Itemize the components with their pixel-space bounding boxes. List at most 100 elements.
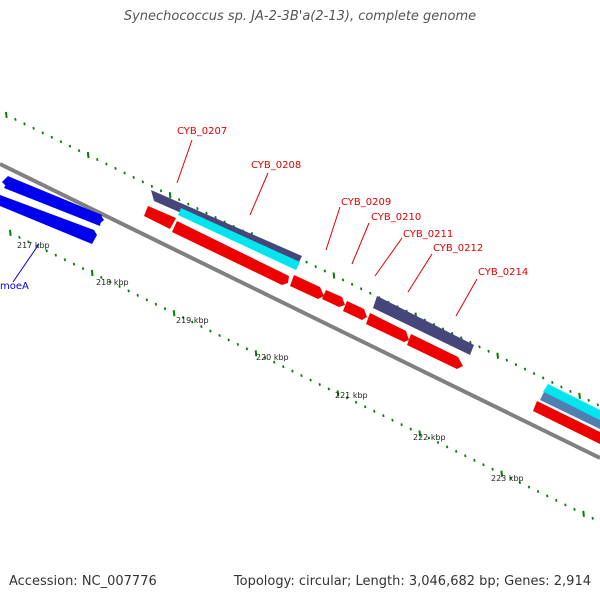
tick-mark (291, 369, 294, 373)
leader-line (455, 278, 478, 317)
tick-mark (68, 144, 72, 148)
tick-mark (309, 378, 312, 382)
tick-mark (360, 287, 363, 291)
tick-mark (560, 385, 563, 389)
tick-mark (500, 470, 503, 477)
gene-label-cyb-0207[interactable]: CYB_0207 (177, 126, 227, 137)
tick-mark (209, 329, 212, 333)
tick-mark (578, 392, 581, 399)
tick-mark (318, 383, 321, 386)
gene-label-cyb-0212[interactable]: CYB_0212 (433, 243, 483, 254)
gene-feature-red-8[interactable] (533, 401, 600, 444)
gene-feature-red-3[interactable] (290, 275, 324, 299)
tick-mark (445, 445, 449, 449)
tick-mark (514, 363, 518, 367)
gene-features[interactable] (0, 176, 600, 444)
tick-mark (96, 158, 99, 161)
tick-mark (564, 503, 567, 507)
tick-mark (409, 427, 412, 431)
tick-mark (436, 441, 440, 444)
gene-feature-red-5[interactable] (343, 301, 367, 320)
tick-mark (90, 269, 94, 277)
tick-mark (218, 333, 221, 337)
gene-feature-steel-1[interactable] (540, 392, 600, 429)
gene-feature-red-2[interactable] (172, 221, 289, 285)
tick-mark (509, 476, 512, 480)
tick-mark (496, 352, 499, 359)
tick-mark (400, 423, 403, 427)
tick-mark (587, 398, 590, 402)
tick-mark (591, 516, 594, 520)
leader-line (249, 172, 269, 216)
tick-mark (109, 280, 112, 284)
gene-label-cyb-0208[interactable]: CYB_0208 (251, 160, 301, 171)
tick-mark (23, 122, 26, 126)
tick-mark (18, 235, 21, 239)
genome-backbone (0, 162, 600, 460)
tick-mark (254, 350, 258, 357)
tick-mark (491, 467, 494, 471)
gene-feature-blue-1[interactable] (4, 177, 102, 226)
tick-mark (9, 229, 12, 236)
gene-label-cyb-0214[interactable]: CYB_0214 (478, 267, 528, 278)
tick-mark (191, 320, 194, 324)
tick-mark (263, 356, 267, 360)
tick-mark (305, 260, 308, 264)
tick-mark (81, 267, 85, 271)
tick-mark (350, 282, 354, 286)
tick-mark (127, 289, 130, 293)
tick-mark (118, 284, 121, 288)
tick-mark (455, 449, 458, 453)
tick-mark (582, 510, 585, 517)
tick-mark (332, 272, 336, 279)
kbp-labels: 217 kbp 218 kbp 219 kbp 220 kbp 221 kbp … (17, 241, 524, 483)
tick-mark (141, 180, 144, 184)
tick-mark (300, 374, 303, 378)
tick-mark (132, 175, 135, 179)
tick-mark (482, 463, 485, 467)
tick-mark (45, 249, 48, 253)
tick-mark (418, 430, 422, 437)
tick-mark (32, 126, 35, 130)
kbp-label: 223 kbp (491, 474, 524, 483)
tick-mark (369, 291, 372, 295)
tick-mark (150, 184, 154, 188)
gene-feature-red-4[interactable] (322, 290, 345, 307)
tick-mark (336, 390, 340, 397)
tick-mark (518, 481, 522, 485)
tick-mark (63, 258, 67, 262)
tick-mark (77, 149, 81, 153)
gene-label-cyb-0209[interactable]: CYB_0209 (341, 197, 391, 208)
gene-feature-red-7[interactable] (407, 334, 463, 369)
tick-mark (464, 454, 467, 458)
leader-line (407, 253, 433, 293)
gene-feature-cyan-2[interactable] (543, 384, 600, 420)
map-title: Synechococcus sp. JA-2-3B'a(2-13), compl… (123, 9, 477, 24)
tick-mark (54, 253, 57, 257)
gene-label-cyb-0211[interactable]: CYB_0211 (403, 229, 453, 240)
tick-mark (569, 389, 572, 393)
gene-feature-blue-2[interactable] (0, 195, 97, 244)
genome-summary-text: Topology: circular; Length: 3,046,682 bp… (233, 574, 591, 589)
gene-feature-cyan-1[interactable] (178, 208, 300, 270)
tick-mark (27, 240, 30, 244)
gene-feature-purple-2[interactable] (373, 296, 474, 355)
tick-mark (327, 387, 330, 391)
tick-mark (163, 307, 167, 311)
gene-label-moea[interactable]: moeA (0, 281, 29, 292)
tick-mark (72, 262, 76, 266)
tick-mark (542, 376, 545, 380)
gene-feature-red-1[interactable] (144, 206, 176, 229)
gene-feature-red-6[interactable] (366, 313, 409, 342)
tick-mark (427, 436, 431, 440)
tick-mark (536, 490, 540, 493)
tick-mark (50, 135, 53, 139)
tick-mark (182, 316, 185, 320)
tick-mark (105, 162, 108, 166)
leader-line (176, 139, 193, 184)
tick-mark (227, 338, 230, 342)
gene-feature-purple-1[interactable] (151, 190, 302, 264)
gene-label-cyb-0210[interactable]: CYB_0210 (371, 212, 421, 223)
tick-mark (373, 409, 376, 413)
leader-line (12, 243, 40, 283)
